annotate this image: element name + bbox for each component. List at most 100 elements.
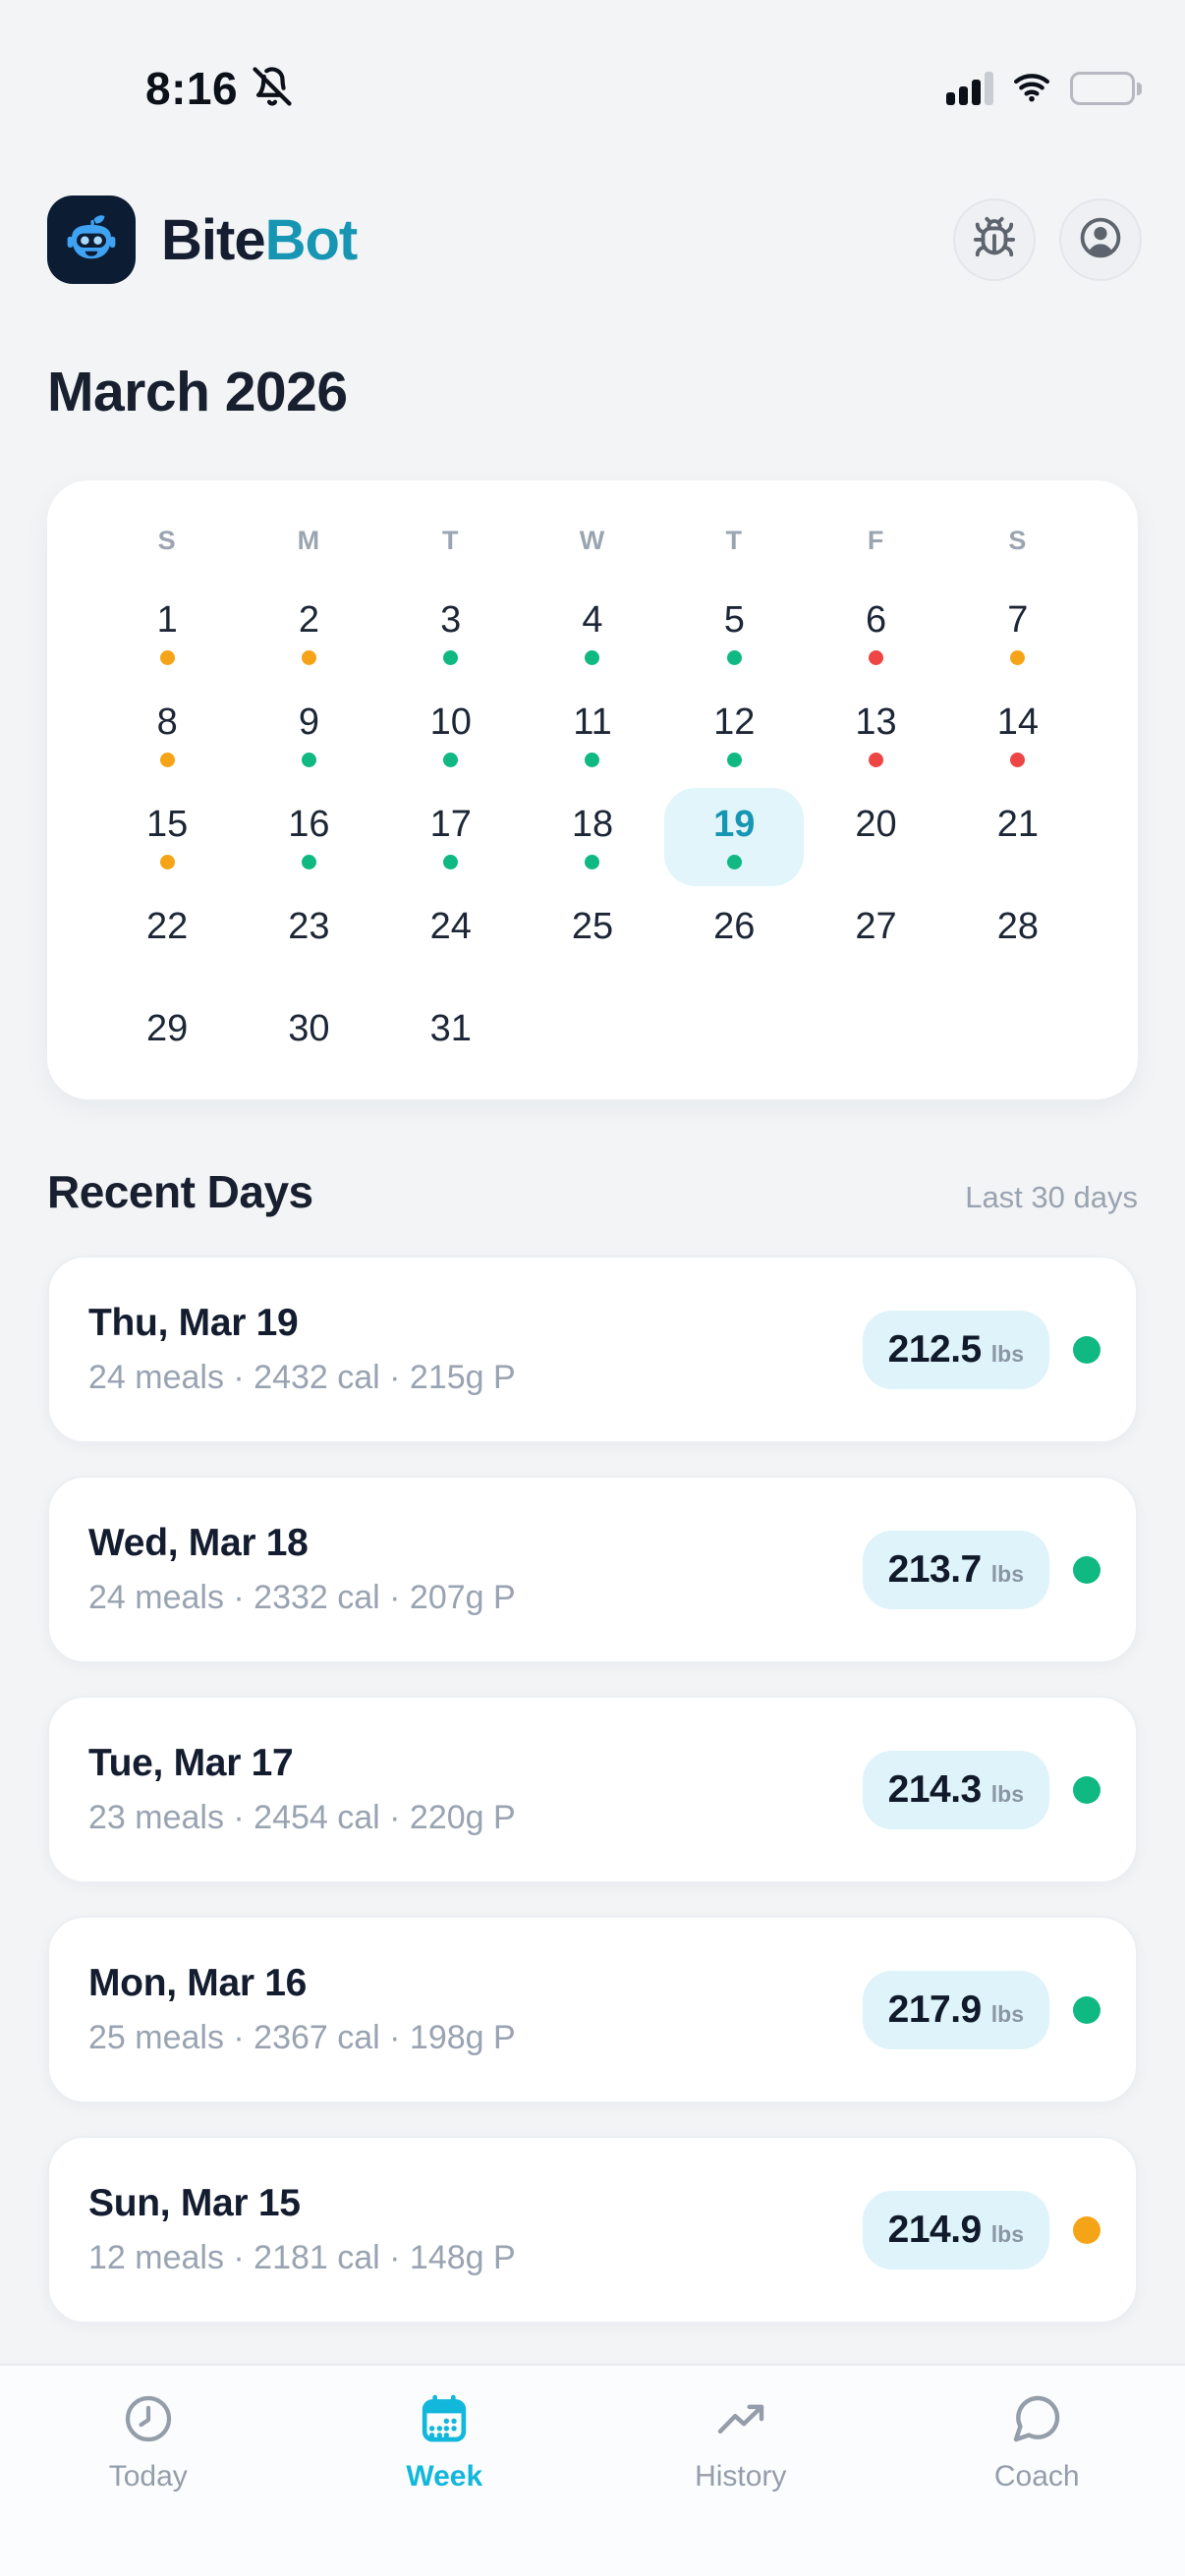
day-number: 17 <box>429 803 472 845</box>
clock-icon <box>121 2391 176 2446</box>
day-status-dot <box>726 854 742 869</box>
day-number: 31 <box>429 1007 472 1049</box>
bitebot-logo <box>47 196 136 284</box>
calendar-day-21[interactable]: 21 <box>947 786 1089 888</box>
day-number: 9 <box>298 700 319 743</box>
day-card-meta: 24 meals · 2432 cal · 215g P <box>88 1359 516 1396</box>
tab-bar: Today Week History Coach <box>0 2364 1185 2576</box>
day-status-dot <box>1010 752 1026 767</box>
calendar-day-16[interactable]: 16 <box>238 786 379 888</box>
calendar-day-5[interactable]: 5 <box>663 582 805 684</box>
calendar-day-header: T <box>441 526 460 555</box>
calendar-empty-cell <box>663 990 805 1092</box>
calendar-day-8[interactable]: 8 <box>96 684 238 786</box>
calendar-day-31[interactable]: 31 <box>380 990 522 1092</box>
day-card[interactable]: Thu, Mar 19 24 meals · 2432 cal · 215g P… <box>47 1256 1138 1443</box>
calendar-day-header: S <box>1008 526 1028 555</box>
calendar-day-header: W <box>579 526 606 555</box>
day-card-meta: 23 meals · 2454 cal · 220g P <box>88 1799 516 1836</box>
weight-pill: 217.9 lbs <box>862 1970 1049 2049</box>
day-status-dot <box>726 752 742 767</box>
calendar-day-28[interactable]: 28 <box>947 888 1089 990</box>
calendar-day-14[interactable]: 14 <box>947 684 1089 786</box>
day-number: 18 <box>571 803 614 845</box>
tab-week[interactable]: Week <box>297 2391 593 2493</box>
day-number: 22 <box>146 905 189 947</box>
calendar-day-30[interactable]: 30 <box>238 990 379 1092</box>
status-time: 8:16 <box>145 63 239 114</box>
calendar-day-29[interactable]: 29 <box>96 990 238 1092</box>
calendar-day-27[interactable]: 27 <box>805 888 946 990</box>
tab-today[interactable]: Today <box>0 2391 297 2493</box>
calendar-day-25[interactable]: 25 <box>522 888 663 990</box>
profile-button[interactable] <box>1059 198 1142 281</box>
battery-icon <box>1070 72 1142 105</box>
weight-value: 214.3 <box>887 1767 983 1811</box>
calendar-day-12[interactable]: 12 <box>663 684 805 786</box>
day-status-dot <box>1010 649 1026 665</box>
calendar-day-6[interactable]: 6 <box>805 582 946 684</box>
calendar-day-22[interactable]: 22 <box>96 888 238 990</box>
calendar-day-15[interactable]: 15 <box>96 786 238 888</box>
calendar-day-11[interactable]: 11 <box>522 684 663 786</box>
day-number: 8 <box>156 700 178 743</box>
calendar-day-19[interactable]: 19 <box>663 786 805 888</box>
calendar-day-header: M <box>297 526 321 555</box>
day-status-dot <box>869 649 884 665</box>
calendar-day-1[interactable]: 1 <box>96 582 238 684</box>
tab-label: Today <box>108 2460 188 2492</box>
calendar-day-20[interactable]: 20 <box>805 786 946 888</box>
day-status-dot <box>585 854 600 869</box>
calendar-day-2[interactable]: 2 <box>238 582 379 684</box>
calendar-day-23[interactable]: 23 <box>238 888 379 990</box>
day-number: 26 <box>713 905 756 947</box>
day-number: 16 <box>288 803 330 845</box>
day-number: 13 <box>855 700 897 743</box>
day-status-dot <box>301 854 316 869</box>
calendar-day-3[interactable]: 3 <box>380 582 522 684</box>
calendar-day-header: T <box>725 526 744 555</box>
brand: BiteBot <box>47 196 358 284</box>
day-number: 6 <box>865 598 887 641</box>
day-card[interactable]: Wed, Mar 18 24 meals · 2332 cal · 207g P… <box>47 1476 1138 1663</box>
weight-unit: lbs <box>990 2220 1024 2247</box>
calendar-day-10[interactable]: 10 <box>380 684 522 786</box>
day-status-dot <box>443 752 459 767</box>
day-number: 1 <box>156 598 178 641</box>
calendar-day-7[interactable]: 7 <box>947 582 1089 684</box>
day-card[interactable]: Mon, Mar 16 25 meals · 2367 cal · 198g P… <box>47 1916 1138 2103</box>
calendar-day-18[interactable]: 18 <box>522 786 663 888</box>
calendar-day-26[interactable]: 26 <box>663 888 805 990</box>
day-status-dot <box>726 649 742 665</box>
weight-pill: 214.9 lbs <box>862 2190 1049 2269</box>
debug-button[interactable] <box>953 198 1036 281</box>
day-number: 19 <box>713 803 756 845</box>
day-card[interactable]: Sun, Mar 15 12 meals · 2181 cal · 148g P… <box>47 2136 1138 2324</box>
day-status-dot <box>1073 1995 1100 2024</box>
cellular-signal-icon <box>946 72 993 105</box>
calendar-day-13[interactable]: 13 <box>805 684 946 786</box>
day-number: 29 <box>146 1007 189 1049</box>
tab-label: Coach <box>993 2460 1080 2492</box>
day-number: 14 <box>996 700 1039 743</box>
weight-value: 214.9 <box>887 2208 983 2251</box>
weight-unit: lbs <box>990 1340 1024 1367</box>
day-card[interactable]: Tue, Mar 17 23 meals · 2454 cal · 220g P… <box>47 1696 1138 1883</box>
calendar-day-header: S <box>157 526 177 555</box>
day-card-date: Tue, Mar 17 <box>88 1742 294 1784</box>
day-status-dot <box>1073 1555 1100 1584</box>
tab-history[interactable]: History <box>592 2391 889 2493</box>
weight-value: 212.5 <box>887 1327 983 1371</box>
day-card-date: Thu, Mar 19 <box>88 1302 299 1344</box>
tab-coach[interactable]: Coach <box>889 2391 1185 2493</box>
robot-icon <box>62 208 121 272</box>
calendar-day-4[interactable]: 4 <box>522 582 663 684</box>
month-title: March 2026 <box>47 361 348 423</box>
day-number: 10 <box>429 700 472 743</box>
day-number: 20 <box>855 803 897 845</box>
calendar-day-9[interactable]: 9 <box>238 684 379 786</box>
calendar-day-17[interactable]: 17 <box>380 786 522 888</box>
calendar-day-24[interactable]: 24 <box>380 888 522 990</box>
day-card-meta: 12 meals · 2181 cal · 148g P <box>88 2239 516 2276</box>
calendar-icon <box>417 2391 472 2446</box>
